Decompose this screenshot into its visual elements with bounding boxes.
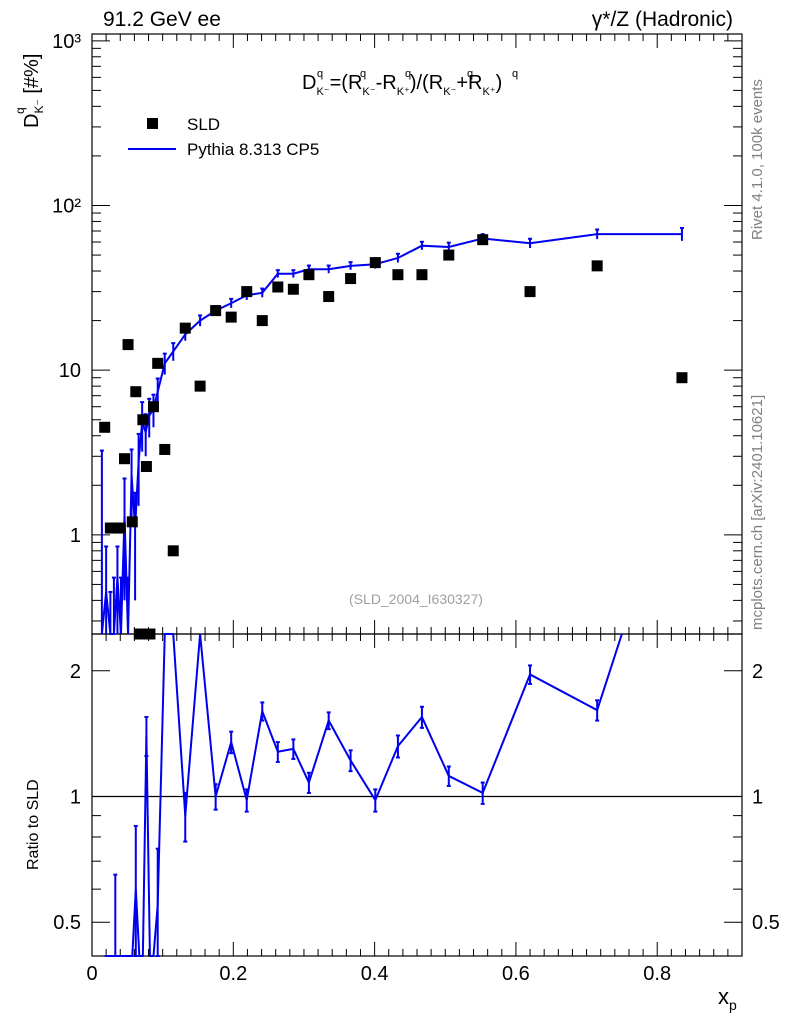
sld-point	[303, 269, 315, 281]
sld-point	[524, 286, 536, 298]
sld-point	[323, 291, 335, 303]
axis-ticks: 0 0.2 0.4 0.6 0.8 1 10 10² 10³ 0.5 0.5 1 1 2 2	[52, 31, 780, 985]
sld-point	[119, 453, 130, 465]
header-left: 91.2 GeV ee	[103, 8, 221, 31]
side-label-rivet: Rivet 4.1.0, 100k events	[749, 79, 766, 240]
ratio-tick-label-left: 2	[70, 661, 81, 683]
formula-sub-D: K⁻	[316, 86, 329, 98]
sld-point	[241, 286, 253, 298]
sld-point	[99, 421, 111, 433]
svg-text:DK⁻=(RK⁻-RK⁺)/(RK⁻+RK⁺): DK⁻=(RK⁻-RK⁺)/(RK⁻+RK⁺)	[302, 72, 502, 98]
sld-point	[369, 257, 381, 269]
sld-point	[159, 443, 171, 455]
ratio-tick-label-right: 2	[752, 661, 763, 683]
sld-point	[256, 315, 268, 327]
sld-point	[392, 269, 404, 281]
formula-sup-R4: q	[512, 68, 518, 80]
sld-point	[287, 283, 299, 295]
formula: DK⁻=(RK⁻-RK⁺)/(RK⁻+RK⁺) q q q q q	[302, 68, 518, 98]
sld-point	[147, 401, 159, 413]
ratio-series	[104, 633, 623, 957]
x-label-sub: p	[729, 997, 737, 1013]
legend-label-pythia: Pythia 8.313 CP5	[187, 140, 319, 159]
sld-point	[676, 372, 688, 384]
sld-point	[133, 628, 145, 640]
sld-point	[225, 311, 237, 323]
ratio-frame	[91, 633, 743, 957]
y-tick-label: 10³	[52, 31, 81, 53]
sld-point	[140, 461, 152, 473]
formula-sup-R3: q	[467, 68, 473, 80]
sld-point	[152, 357, 164, 369]
sld-point	[272, 281, 284, 293]
sld-point	[137, 414, 149, 426]
sld-point	[167, 545, 179, 557]
formula-plus: +	[456, 72, 468, 94]
header-right: γ*/Z (Hadronic)	[592, 8, 733, 31]
pythia-line	[100, 233, 682, 635]
formula-eq: =(	[330, 72, 349, 94]
sld-point	[130, 386, 142, 398]
ratio-tick-label-left: 1	[70, 787, 81, 809]
x-tick-label: 0.8	[643, 963, 671, 985]
formula-R2: R	[382, 72, 396, 94]
sld-point	[179, 322, 191, 334]
sld-point	[443, 249, 455, 261]
x-axis-label: xp	[718, 984, 737, 1013]
x-tick-label: 0	[86, 963, 97, 985]
pythia-series	[99, 227, 684, 635]
ratio-tick-label-right: 1	[752, 787, 763, 809]
ratio-line	[104, 633, 623, 957]
x-label-main: x	[718, 984, 729, 1009]
formula-R3: R	[429, 72, 443, 94]
y-label-main: D	[21, 114, 43, 128]
sld-point	[345, 273, 357, 285]
formula-sub-R2: K⁺	[397, 86, 410, 98]
y-label-unit: [#%]	[21, 54, 43, 100]
legend-marker-sld	[147, 118, 158, 129]
analysis-tag: (SLD_2004_I630327)	[349, 591, 483, 607]
formula-R4: R	[468, 72, 482, 94]
formula-R1: R	[348, 72, 362, 94]
legend: SLD Pythia 8.313 CP5	[128, 115, 319, 159]
formula-sub-R3: K⁻	[443, 86, 456, 98]
svg-text:DK⁻ [#%]: DK⁻ [#%]	[21, 54, 46, 128]
sld-point	[144, 628, 156, 640]
formula-mid: )/(	[410, 72, 429, 94]
formula-sub-R4: K⁺	[482, 86, 495, 98]
ratio-tick-label-left: 0.5	[53, 912, 81, 934]
formula-sup-R2: q	[405, 68, 411, 80]
formula-sup-D: q	[317, 68, 323, 80]
y-tick-label: 10²	[52, 195, 81, 217]
formula-D: D	[302, 72, 316, 94]
y-axis-label: DK⁻ [#%] q	[13, 54, 46, 128]
x-tick-label: 0.6	[502, 963, 530, 985]
sld-point	[591, 260, 603, 272]
formula-sup-R1: q	[360, 68, 366, 80]
x-tick-label: 0.2	[219, 963, 247, 985]
sld-point	[122, 339, 134, 351]
sld-point	[126, 516, 138, 528]
y-tick-label: 1	[70, 525, 81, 547]
formula-sub-R1: K⁻	[362, 86, 375, 98]
sld-point	[210, 305, 222, 317]
formula-minus: -	[376, 72, 383, 94]
ratio-y-label: Ratio to SLD	[25, 779, 42, 870]
formula-end: )	[496, 72, 503, 94]
legend-label-sld: SLD	[187, 115, 220, 134]
sld-point	[416, 269, 428, 281]
sld-series	[99, 234, 688, 640]
sld-point	[194, 380, 206, 392]
sld-point	[477, 234, 489, 246]
y-label-sup: q	[13, 107, 27, 114]
side-label-mcplots: mcplots.cern.ch [arXiv:2401.10621]	[749, 395, 766, 630]
y-tick-label: 10	[59, 360, 81, 382]
ratio-tick-label-right: 0.5	[752, 912, 780, 934]
x-tick-label: 0.4	[361, 963, 389, 985]
sld-point	[114, 522, 126, 534]
y-label-sub: K⁻	[32, 99, 46, 113]
